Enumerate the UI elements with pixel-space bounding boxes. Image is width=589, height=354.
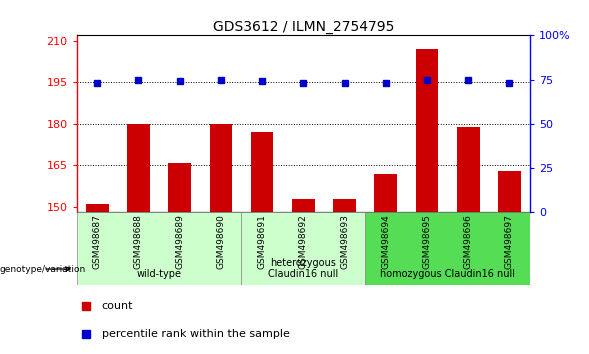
Bar bbox=[86, 204, 108, 212]
Text: GSM498690: GSM498690 bbox=[216, 215, 226, 269]
Text: GSM498689: GSM498689 bbox=[175, 215, 184, 269]
Bar bbox=[251, 132, 273, 212]
Bar bbox=[168, 162, 191, 212]
Bar bbox=[498, 171, 521, 212]
Bar bbox=[333, 199, 356, 212]
Bar bbox=[416, 49, 438, 212]
Bar bbox=[365, 212, 530, 285]
Text: genotype/variation: genotype/variation bbox=[0, 264, 86, 274]
Bar bbox=[375, 174, 397, 212]
Text: homozygous Claudin16 null: homozygous Claudin16 null bbox=[380, 269, 515, 279]
Bar bbox=[77, 212, 241, 285]
Text: percentile rank within the sample: percentile rank within the sample bbox=[101, 330, 289, 339]
Text: GSM498687: GSM498687 bbox=[92, 215, 102, 269]
Bar bbox=[210, 124, 232, 212]
Bar bbox=[241, 212, 365, 285]
Text: heterozygous
Claudin16 null: heterozygous Claudin16 null bbox=[268, 258, 339, 279]
Text: GSM498697: GSM498697 bbox=[505, 215, 514, 269]
Title: GDS3612 / ILMN_2754795: GDS3612 / ILMN_2754795 bbox=[213, 21, 394, 34]
Bar bbox=[457, 127, 479, 212]
Bar bbox=[292, 199, 315, 212]
Text: GSM498688: GSM498688 bbox=[134, 215, 143, 269]
Text: wild-type: wild-type bbox=[137, 269, 181, 279]
Text: GSM498696: GSM498696 bbox=[464, 215, 473, 269]
Bar bbox=[127, 124, 150, 212]
Text: GSM498692: GSM498692 bbox=[299, 215, 308, 269]
Text: GSM498693: GSM498693 bbox=[340, 215, 349, 269]
Text: GSM498695: GSM498695 bbox=[422, 215, 432, 269]
Text: count: count bbox=[101, 301, 133, 311]
Text: GSM498691: GSM498691 bbox=[257, 215, 267, 269]
Text: GSM498694: GSM498694 bbox=[381, 215, 391, 269]
